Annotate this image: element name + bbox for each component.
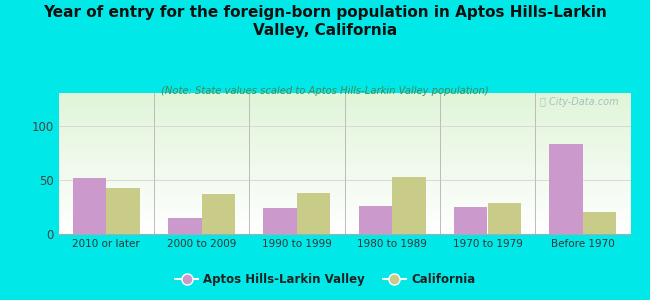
Bar [454,207,488,234]
Bar [549,144,583,234]
Bar [359,206,392,234]
Bar [392,176,426,234]
Legend: Aptos Hills-Larkin Valley, California: Aptos Hills-Larkin Valley, California [170,269,480,291]
Text: Year of entry for the foreign-born population in Aptos Hills-Larkin
Valley, Cali: Year of entry for the foreign-born popul… [43,4,607,38]
Bar [263,208,297,234]
Bar [73,178,106,234]
Bar [583,212,616,234]
Bar [202,194,235,234]
Bar [168,218,202,234]
Text: ⓘ City-Data.com: ⓘ City-Data.com [540,97,619,107]
Text: (Note: State values scaled to Aptos Hills-Larkin Valley population): (Note: State values scaled to Aptos Hill… [161,85,489,95]
Bar [106,188,140,234]
Bar [297,193,330,234]
Bar [488,202,521,234]
